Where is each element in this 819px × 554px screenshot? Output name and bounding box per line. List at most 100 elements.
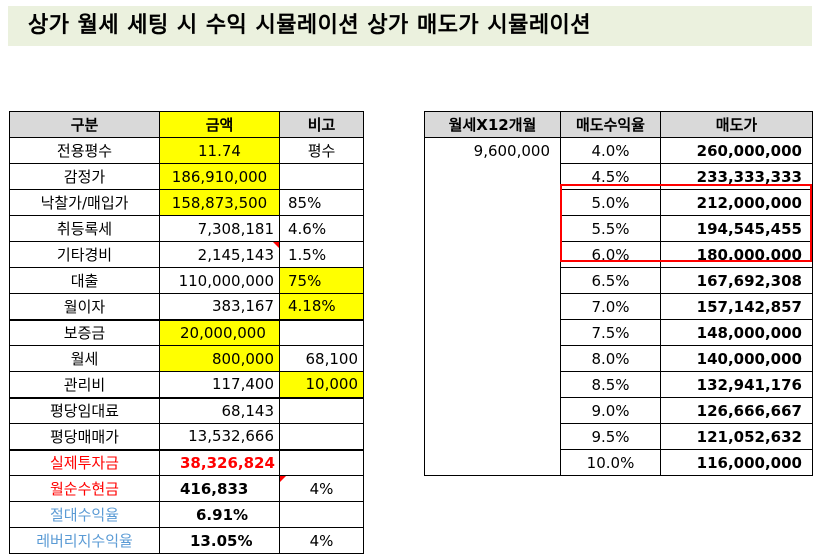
cell-note[interactable]: 4% <box>279 475 364 502</box>
cell-note[interactable]: 4.18% <box>279 293 364 320</box>
cell-price[interactable]: 157,142,857 <box>660 293 813 320</box>
table-row: 5.5% 194,545,455 <box>424 215 813 242</box>
cell-price[interactable]: 180,000,000 <box>660 241 813 268</box>
cell-note[interactable]: 4% <box>279 527 364 554</box>
header-amount[interactable]: 금액 <box>159 111 280 138</box>
cell-amount[interactable]: 68,143 <box>159 396 280 424</box>
cell-label[interactable]: 전용평수 <box>9 137 160 164</box>
cell-amount[interactable]: 11.74 <box>159 137 280 164</box>
cell-rate[interactable]: 10.0% <box>560 449 661 476</box>
cell-note[interactable] <box>279 448 364 476</box>
cell-label[interactable]: 평당임대료 <box>9 396 160 424</box>
cell-note[interactable] <box>279 396 364 424</box>
cell-price[interactable]: 167,692,308 <box>660 267 813 294</box>
cell-label[interactable]: 감정가 <box>9 163 160 190</box>
cell-price[interactable]: 260,000,000 <box>660 137 813 164</box>
cell-amount[interactable]: 6.91% <box>159 501 280 528</box>
header-sale-price[interactable]: 매도가 <box>660 111 813 138</box>
cell-label[interactable]: 평당매매가 <box>9 423 160 450</box>
cell-rate[interactable]: 4.5% <box>560 163 661 190</box>
cell-annual-rent-empty[interactable] <box>424 371 561 398</box>
cell-amount[interactable]: 110,000,000 <box>159 267 280 294</box>
cell-label[interactable]: 기타경비 <box>9 241 160 268</box>
cell-rate[interactable]: 6.5% <box>560 267 661 294</box>
cell-annual-rent-empty[interactable] <box>424 449 561 476</box>
cell-amount[interactable]: 38,326,824 <box>159 448 280 476</box>
table-row: 6.5% 167,692,308 <box>424 267 813 294</box>
cell-annual-rent-empty[interactable] <box>424 423 561 450</box>
cell-note[interactable]: 평수 <box>279 137 364 164</box>
cell-rate[interactable]: 5.0% <box>560 189 661 216</box>
header-sale-yield[interactable]: 매도수익율 <box>560 111 661 138</box>
cell-annual-rent-empty[interactable] <box>424 241 561 268</box>
cell-label[interactable]: 월이자 <box>9 293 160 320</box>
cell-label[interactable]: 레버리지수익율 <box>9 527 160 554</box>
cell-label[interactable]: 관리비 <box>9 371 160 398</box>
cell-annual-rent-empty[interactable] <box>424 163 561 190</box>
cell-amount[interactable]: 13.05% <box>159 527 280 554</box>
cell-price[interactable]: 116,000,000 <box>660 449 813 476</box>
cell-label[interactable]: 실제투자금 <box>9 448 160 476</box>
cell-note[interactable]: 75% <box>279 267 364 294</box>
cell-amount[interactable]: 20,000,000 <box>159 318 280 346</box>
cell-rate[interactable]: 9.0% <box>560 397 661 424</box>
table-row: 관리비 117,400 10,000 <box>9 371 364 398</box>
cell-price[interactable]: 148,000,000 <box>660 319 813 346</box>
cell-price[interactable]: 194,545,455 <box>660 215 813 242</box>
table-row: 취등록세 7,308,181 4.6% <box>9 215 364 242</box>
cell-label[interactable]: 월순수현금 <box>9 475 160 502</box>
cell-amount[interactable]: 2,145,143 <box>159 241 280 268</box>
header-note[interactable]: 비고 <box>279 111 364 138</box>
table-row: 10.0% 116,000,000 <box>424 449 813 476</box>
cell-annual-rent-empty[interactable] <box>424 267 561 294</box>
cell-note[interactable]: 10,000 <box>279 371 364 398</box>
cell-annual-rent-empty[interactable] <box>424 397 561 424</box>
cell-label[interactable]: 월세 <box>9 345 160 372</box>
cell-label[interactable]: 절대수익율 <box>9 501 160 528</box>
cell-annual-rent-empty[interactable] <box>424 215 561 242</box>
cell-annual-rent-empty[interactable] <box>424 319 561 346</box>
cell-note[interactable] <box>279 423 364 450</box>
cell-rate[interactable]: 4.0% <box>560 137 661 164</box>
cell-price[interactable]: 140,000,000 <box>660 345 813 372</box>
header-annual-rent[interactable]: 월세X12개월 <box>424 111 561 138</box>
cell-price[interactable]: 212,000,000 <box>660 189 813 216</box>
cell-annual-rent[interactable]: 9,600,000 <box>424 137 561 164</box>
cell-note[interactable]: 68,100 <box>279 345 364 372</box>
cell-note[interactable]: 85% <box>279 189 364 216</box>
header-category[interactable]: 구분 <box>9 111 160 138</box>
cell-price[interactable]: 132,941,176 <box>660 371 813 398</box>
cell-price[interactable]: 121,052,632 <box>660 423 813 450</box>
cell-amount[interactable]: 383,167 <box>159 293 280 320</box>
cell-rate[interactable]: 7.0% <box>560 293 661 320</box>
cell-amount[interactable]: 158,873,500 <box>159 189 280 216</box>
cell-note[interactable]: 4.6% <box>279 215 364 242</box>
sale-price-simulation-table: 월세X12개월 매도수익율 매도가 9,600,000 4.0% 260,000… <box>424 111 813 476</box>
cell-annual-rent-empty[interactable] <box>424 189 561 216</box>
cell-price[interactable]: 126,666,667 <box>660 397 813 424</box>
cell-rate[interactable]: 8.0% <box>560 345 661 372</box>
cell-amount[interactable]: 186,910,000 <box>159 163 280 190</box>
cell-amount[interactable]: 13,532,666 <box>159 423 280 450</box>
cell-amount[interactable]: 7,308,181 <box>159 215 280 242</box>
cell-label[interactable]: 낙찰가/매입가 <box>9 189 160 216</box>
cell-rate[interactable]: 5.5% <box>560 215 661 242</box>
cell-note[interactable]: 1.5% <box>279 241 364 268</box>
cell-label[interactable]: 보증금 <box>9 318 160 346</box>
cell-note[interactable] <box>279 163 364 190</box>
cell-amount[interactable]: 117,400 <box>159 371 280 398</box>
cell-annual-rent-empty[interactable] <box>424 293 561 320</box>
cell-annual-rent-empty[interactable] <box>424 345 561 372</box>
cell-price[interactable]: 233,333,333 <box>660 163 813 190</box>
cell-rate[interactable]: 6.0% <box>560 241 661 268</box>
cell-label[interactable]: 대출 <box>9 267 160 294</box>
table-row: 7.5% 148,000,000 <box>424 319 813 346</box>
cell-amount[interactable]: 800,000 <box>159 345 280 372</box>
cell-rate[interactable]: 8.5% <box>560 371 661 398</box>
cell-note[interactable] <box>279 318 364 346</box>
cell-rate[interactable]: 7.5% <box>560 319 661 346</box>
cell-amount[interactable]: 416,833 <box>159 475 280 502</box>
cell-rate[interactable]: 9.5% <box>560 423 661 450</box>
cell-label[interactable]: 취등록세 <box>9 215 160 242</box>
cell-note[interactable] <box>279 501 364 528</box>
